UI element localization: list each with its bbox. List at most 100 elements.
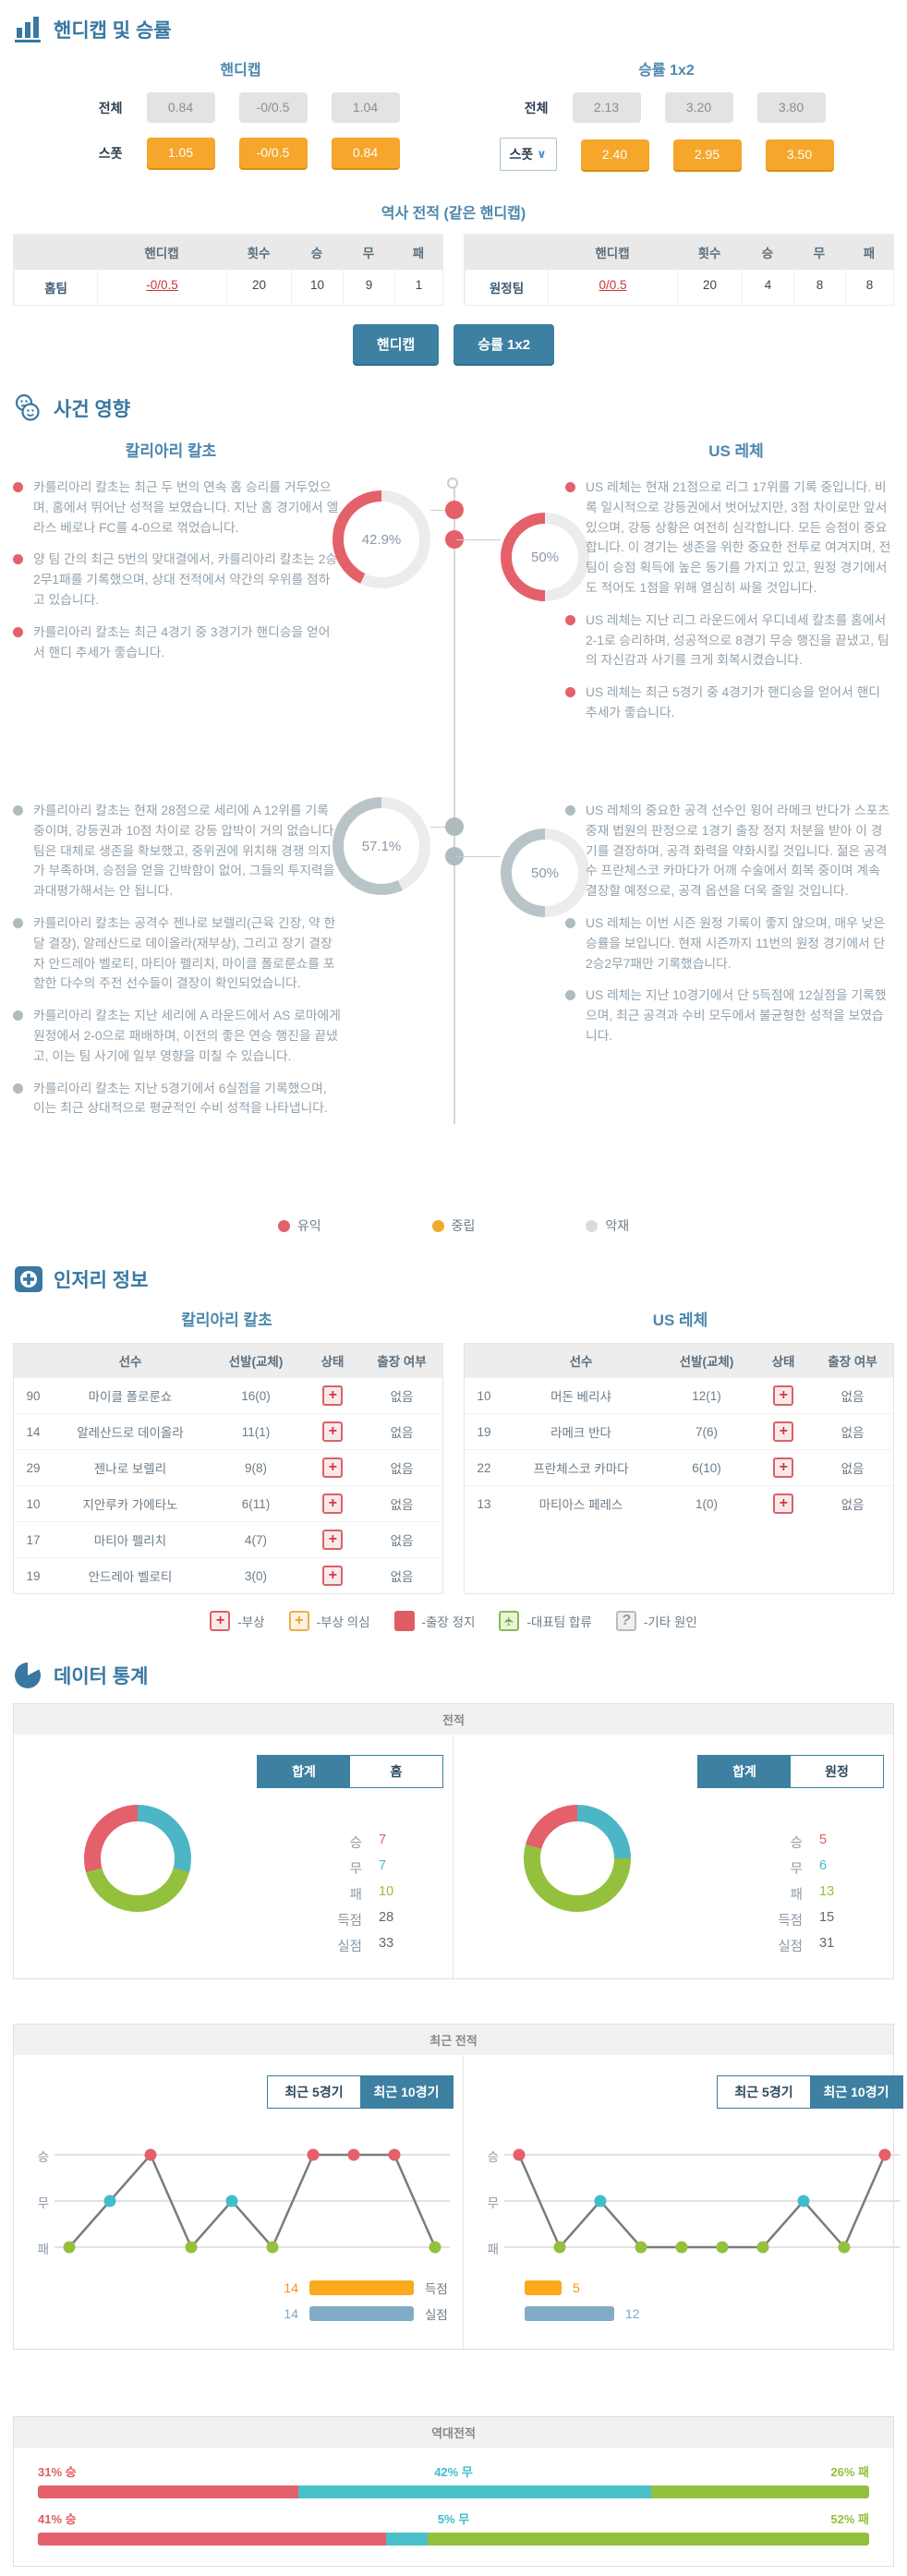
availability: 없음 [840,1426,865,1440]
injury-tables: 선수 선발(교체) 상태 출장 여부 90 마이클 폴로룬쇼 16(0) + 없음 14… [0,1343,907,1594]
winrate-total-x: 3.20 [664,92,733,123]
tab-total[interactable]: 합계 [698,1756,791,1787]
col-starts: 선발(교체) [679,1355,734,1369]
empty-header [465,1353,503,1368]
table-row: 14 알레산드로 데이올라 11(1) + 없음 [14,1413,442,1449]
tab-last10[interactable]: 최근 10경기 [810,2076,902,2108]
home-goal-bars: 14 득점 14 실점 [27,2280,450,2322]
injury-section-header: 인저리 정보 [0,1259,907,1300]
h2h-lose-label: 26% 패 [830,2465,869,2479]
tab-last5[interactable]: 최근 5경기 [268,2076,360,2108]
h2h-home-row: 31% 승 42% 무 26% 패 [38,2462,869,2498]
event-text: 양 팀 간의 최근 5번의 맞대결에서, 카를리아리 칼초는 2승2무1패를 기… [33,552,338,607]
spacer [342,438,565,461]
home-record-donut [84,1805,191,1912]
col-count: 횟수 [247,247,271,260]
player-number: 19 [26,1568,41,1583]
winrate-spot-x: 2.95 [672,139,742,170]
event-item: 카를리아리 칼초는 최근 두 번의 연속 홈 승리를 거두었으며, 홈에서 뛰어… [13,478,342,538]
handicap-spot-home-odds: 1.05 [146,138,215,168]
win-segment [38,2533,386,2546]
stat-row: 패 10 [321,1884,406,1904]
tab-last10[interactable]: 최근 10경기 [360,2076,453,2108]
lose-segment [650,2485,869,2498]
player-number: 10 [26,1496,41,1511]
tab-away[interactable]: 원정 [791,1756,883,1787]
availability: 없음 [390,1498,414,1512]
table-row: 원정팀 0/0.5 20 4 8 8 [465,270,893,305]
good-dot-icon [277,1219,290,1232]
winrate-button[interactable]: 승률 1x2 [454,324,555,364]
stat-label: 득점 [778,1914,803,1929]
player-name: 알레산드로 데이올라 [77,1426,184,1440]
availability: 없음 [840,1498,865,1512]
good-bullet-icon [565,482,575,492]
tab-total[interactable]: 합계 [258,1756,350,1787]
status-cell: + [755,1378,812,1413]
h2h-win-label: 31% 승 [38,2465,77,2479]
handicap-total-row: 전체 0.84 -0/0.5 1.04 [28,92,454,123]
timeline-dot-good [445,501,464,519]
h2h-labels: 41% 승 5% 무 52% 패 [38,2509,869,2527]
count-cell: 20 [226,270,291,305]
stat-value: 7 [379,1858,387,1873]
odds-section-header: 핸디캡 및 승률 [0,9,907,50]
handicap-spot-row: 스폿 1.05 -0/0.5 0.84 [28,138,454,168]
status-cell: + [304,1414,361,1449]
good-bullet-icon [13,554,23,565]
legend-item-good: 유익 [277,1216,321,1235]
recent-away-tabs: 최근 5경기 최근 10경기 [717,2075,903,2109]
winrate-total-2: 3.80 [756,92,826,123]
record-panel-title: 전적 [14,1704,893,1735]
events-away-team: US 레체 [708,442,764,460]
stat-row: 패 13 [762,1884,847,1904]
player-name: 안드레아 벨로티 [88,1570,173,1584]
h2h-stacked-bar [38,2533,869,2546]
national-team-plane-icon: ✈ [499,1611,520,1631]
stat-value: 31 [819,1936,835,1951]
col-starts: 선발(교체) [228,1355,284,1369]
tab-home[interactable]: 홈 [350,1756,442,1787]
timeline-dot-bad [445,817,464,836]
event-list-away-good: US 레체는 현재 21점으로 리그 17위를 기록 중입니다. 비록 일시적으… [565,478,894,801]
spot-select-dropdown[interactable]: 스폿 ∨ [499,138,557,171]
away-results-linechart [504,2148,900,2254]
table-row: 10 지안루카 가에타노 6(11) + 없음 [14,1485,442,1521]
tab-last5[interactable]: 최근 5경기 [718,2076,810,2108]
legend-label: 유익 [296,1218,321,1233]
h2h-win-label: 41% 승 [38,2512,77,2526]
col-handicap: 핸디캡 [595,247,630,260]
injury-icon: + [322,1385,343,1406]
event-item: US 레체는 이번 시즌 원정 기록이 좋지 않으며, 매우 낮은 승률을 보입… [565,913,894,974]
event-item: US 레체의 중요한 공격 선수인 윙어 라메크 반다가 스포츠 중재 법원의 … [565,801,894,901]
goals-against-value: 12 [625,2306,640,2321]
player-name: 머돈 베리샤 [550,1390,611,1404]
recent-home-tabs: 최근 5경기 최근 10경기 [267,2075,454,2109]
spot-select-value: 스폿 [509,147,534,162]
handicap-link[interactable]: -0/0.5 [146,278,178,292]
legend-item-bad: 악재 [586,1216,629,1235]
stat-label: 득점 [337,1914,362,1929]
home-team-label: 홈팀 [14,270,97,305]
event-list-away-bad: US 레체의 중요한 공격 선수인 윙어 라메크 반다가 스포츠 중재 법원의 … [565,801,894,1203]
bar-chart-icon [15,17,41,42]
home-bad-donut: 57.1% [333,797,430,895]
handicap-link[interactable]: 0/0.5 [599,278,627,292]
table-header-row: 핸디캡 횟수 승 무 패 [465,235,893,270]
event-item: US 레체는 최근 5경기 중 4경기가 핸디승을 얻어서 핸디 추세가 좋습니… [565,683,894,723]
home-good-donut: 42.9% [333,490,430,588]
table-row: 90 마이클 폴로룬쇼 16(0) + 없음 [14,1377,442,1413]
draw-segment [385,2533,429,2546]
history-title: 역사 전적 (같은 핸디캡) [381,206,526,222]
legend-item-neutral: 중립 [431,1216,475,1235]
home-injury-table: 선수 선발(교체) 상태 출장 여부 90 마이클 폴로룬쇼 16(0) + 없음 14… [13,1343,443,1594]
col-status: 상태 [320,1355,345,1369]
h2h-labels: 31% 승 42% 무 26% 패 [38,2462,869,2480]
stat-row: 득점 28 [321,1910,406,1929]
home-results-linechart [54,2148,450,2254]
recent-panel-body: 최근 5경기 최근 10경기 승 무 패 14 득점 [14,2055,903,2349]
handicap-button[interactable]: 핸디캡 [352,324,440,364]
player-number: 14 [26,1424,41,1439]
